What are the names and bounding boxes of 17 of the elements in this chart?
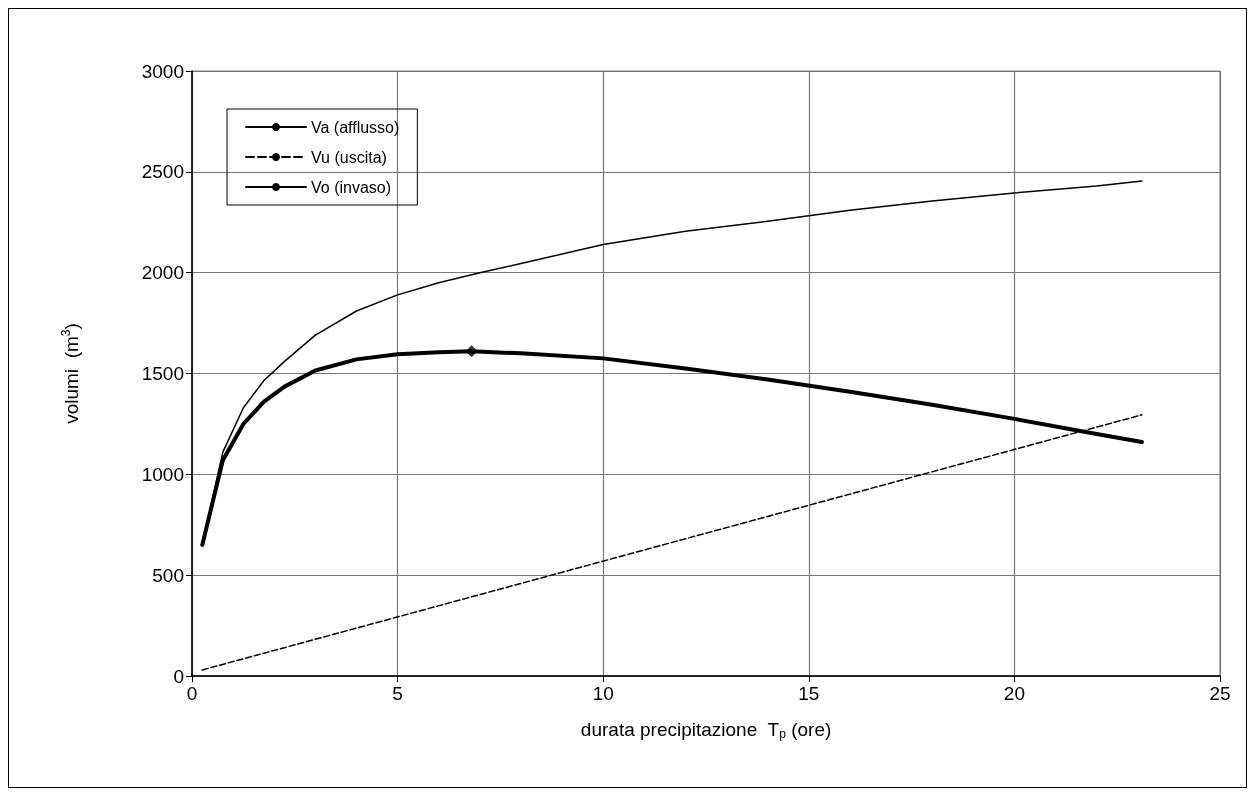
legend-label: Vu (uscita) <box>311 148 387 166</box>
legend-label: Vo (invaso) <box>311 178 392 196</box>
x-tick-label: 5 <box>392 683 403 704</box>
x-tick-label: 15 <box>798 683 820 704</box>
x-tick-label: 10 <box>592 683 614 704</box>
y-tick-label: 1000 <box>141 463 184 485</box>
y-tick-label: 2000 <box>141 262 184 284</box>
x-tick-label: 25 <box>1209 683 1231 704</box>
y-tick-label: 3000 <box>141 60 184 82</box>
y-tick-label: 2500 <box>141 161 184 183</box>
x-tick-label: 20 <box>1003 683 1025 704</box>
y-tick-label: 500 <box>152 564 184 586</box>
legend-label: Va (afflusso) <box>311 118 400 136</box>
y-tick-label: 1500 <box>141 363 184 384</box>
x-tick-label: 0 <box>186 683 198 704</box>
y-axis-title: volumi (m3) <box>59 323 82 424</box>
y-tick-label: 0 <box>173 665 184 687</box>
